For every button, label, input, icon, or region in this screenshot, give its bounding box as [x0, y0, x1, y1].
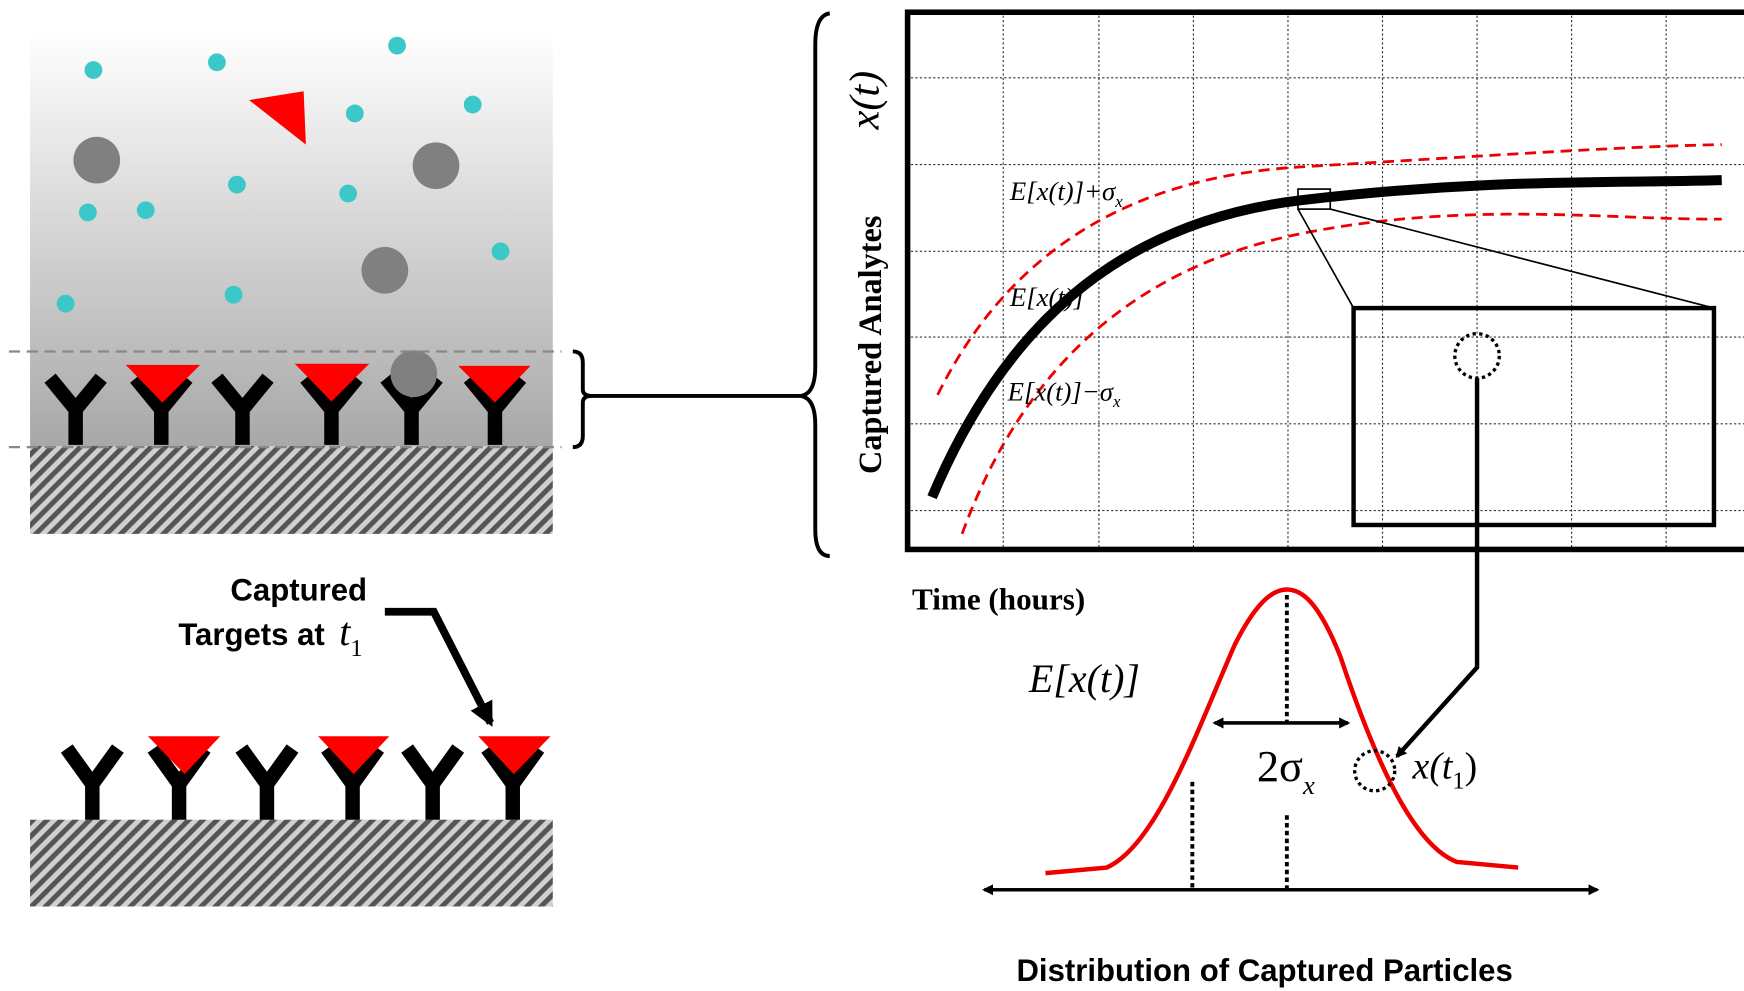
- width-label: 2σx: [1257, 741, 1315, 800]
- fluid-chamber: [9, 13, 830, 556]
- distribution: E[x(t)] 2σx x(t1) Distribution of Captur…: [984, 589, 1597, 988]
- curve-label: E[x(t)]: [1009, 282, 1084, 312]
- sample-label: x(t1): [1412, 746, 1478, 795]
- curve-label: E[x(t)]+σx: [1009, 176, 1123, 211]
- curve-label: E[x(t)]−σx: [1007, 376, 1121, 411]
- diagram: Captured Targets at t1 x(t) Captured Ana…: [0, 0, 1744, 991]
- x-axis-label: Time (hours): [912, 582, 1085, 617]
- mean-label: E[x(t)]: [1028, 656, 1140, 701]
- label: Targets at: [178, 617, 324, 652]
- y-axis-label: Captured Analytes: [852, 216, 888, 474]
- distribution-title: Distribution of Captured Particles: [1016, 953, 1512, 988]
- label: Captured: [230, 573, 367, 608]
- plot: x(t) Captured Analytes Time (hours) E[x(…: [842, 11, 1744, 756]
- captured-surface: Captured Targets at t1: [30, 573, 553, 907]
- math-label: t1: [339, 609, 362, 662]
- y-symbol: x(t): [842, 71, 889, 131]
